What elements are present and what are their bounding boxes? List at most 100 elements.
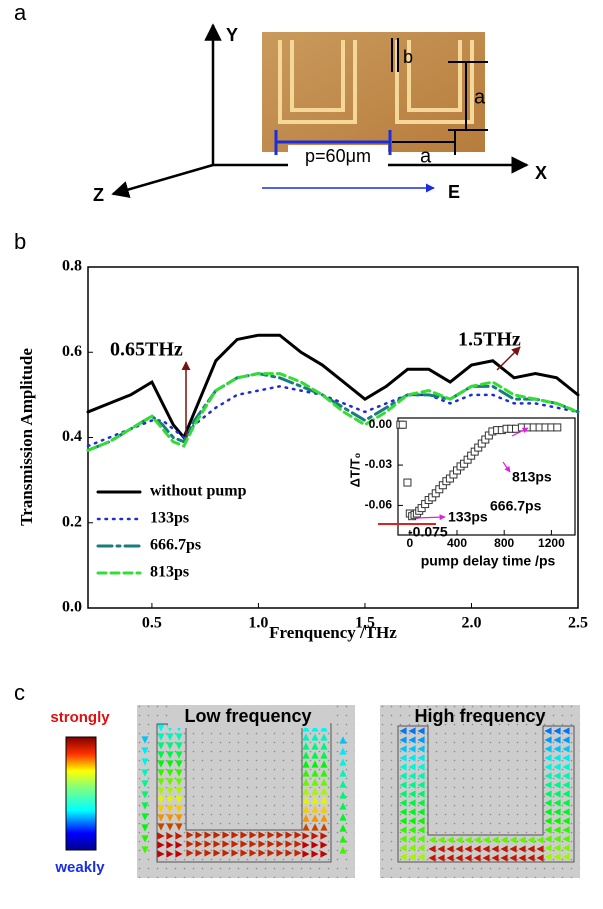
plot-lines: 0.5 1.0 1.5 2.0 2.5 0.0 0.2 0.4 0.6 0.8 [62, 258, 588, 632]
inset-annotation: -0.075 [408, 524, 448, 540]
field-arrow [302, 787, 310, 795]
field-arrow [562, 808, 570, 816]
annotation-arrow [496, 346, 521, 371]
field-arrow [141, 769, 149, 777]
field-arrow [527, 854, 535, 862]
field-arrow [240, 840, 248, 848]
field-arrow [553, 772, 561, 780]
colorbar [65, 736, 97, 851]
field-arrow [320, 742, 328, 750]
field-arrow [408, 772, 416, 780]
field-arrow [302, 760, 310, 768]
legend-label: without pump [150, 483, 247, 500]
x-tick-label: 1.5 [355, 615, 375, 632]
field-arrow [302, 751, 310, 759]
panel-a: a Y X Z E b a p=60μm a [14, 0, 547, 205]
field-arrow [166, 832, 174, 840]
field-arrow [553, 835, 561, 843]
field-arrow [320, 832, 328, 840]
field-arrow [399, 781, 407, 789]
field-arrow [544, 736, 552, 744]
field-arrow [544, 772, 552, 780]
field-arrow [141, 736, 149, 744]
dim-label: a [474, 86, 486, 108]
field-arrow [204, 831, 212, 839]
dim-label: a [420, 145, 432, 167]
field-arrow [302, 823, 310, 831]
annotation: 0.65THz [110, 339, 183, 361]
field-arrow [186, 849, 194, 857]
field-label: E [448, 182, 460, 202]
field-arrow [339, 813, 347, 821]
field-arrow [204, 840, 212, 848]
field-arrow [320, 778, 328, 786]
field-arrow [417, 781, 425, 789]
field-arrow [320, 805, 328, 813]
x-tick-label: 1200 [538, 536, 565, 550]
field-arrow [428, 836, 436, 844]
panel-c: c strongly weakly Low frequency High fre… [14, 680, 580, 878]
field-arrow [302, 850, 310, 858]
field-arrow [311, 850, 319, 858]
field-arrow [258, 831, 266, 839]
field-arrow [276, 849, 284, 857]
data-point [553, 423, 562, 432]
field-arrow [166, 751, 174, 759]
field-arrow [175, 742, 183, 750]
field-arrow [166, 796, 174, 804]
field-arrow [544, 844, 552, 852]
legend-label: 666.7ps [150, 537, 201, 554]
x-axis-label: Frenquency /THz [269, 623, 397, 642]
field-arrow [175, 751, 183, 759]
field-arrow [408, 736, 416, 744]
field-arrow [399, 817, 407, 825]
field-arrow [553, 808, 561, 816]
field-arrow [311, 814, 319, 822]
y-tick-label: 0.8 [62, 258, 82, 275]
field-arrow [175, 787, 183, 795]
field-arrow [544, 745, 552, 753]
field-arrow [553, 799, 561, 807]
field-arrow [500, 836, 508, 844]
field-arrow [166, 733, 174, 741]
field-arrow [553, 754, 561, 762]
field-arrow [339, 802, 347, 810]
field-arrows [141, 724, 570, 862]
field-arrow [455, 836, 463, 844]
axis-label: X [535, 163, 547, 183]
field-arrow [399, 790, 407, 798]
field-arrow [544, 817, 552, 825]
field-arrow [311, 832, 319, 840]
field-arrow [339, 758, 347, 766]
field-arrow [195, 831, 203, 839]
line-series [86, 372, 580, 452]
field-arrow [553, 736, 561, 744]
field-arrow [141, 780, 149, 788]
field-arrow [302, 796, 310, 804]
y-axis-label: Transmission Amplitude [17, 348, 36, 526]
field-arrow [175, 733, 183, 741]
field-arrow [141, 758, 149, 766]
field-arrow [408, 808, 416, 816]
field-arrow [294, 831, 302, 839]
field-arrow [544, 763, 552, 771]
field-arrow [399, 826, 407, 834]
field-arrow [258, 849, 266, 857]
field-arrow [186, 840, 194, 848]
field-arrow [320, 841, 328, 849]
field-arrow [320, 850, 328, 858]
y-tick-label: -0.03 [365, 457, 393, 471]
dim-label: b [403, 47, 413, 67]
field-arrow [417, 844, 425, 852]
line-series [86, 372, 580, 452]
title-bg [168, 706, 330, 728]
field-arrow [417, 835, 425, 843]
field-arrow [408, 853, 416, 861]
period-line [274, 130, 392, 155]
field-arrow [157, 850, 165, 858]
field-arrow [166, 760, 174, 768]
u-outline [156, 723, 332, 863]
field-arrow [464, 854, 472, 862]
